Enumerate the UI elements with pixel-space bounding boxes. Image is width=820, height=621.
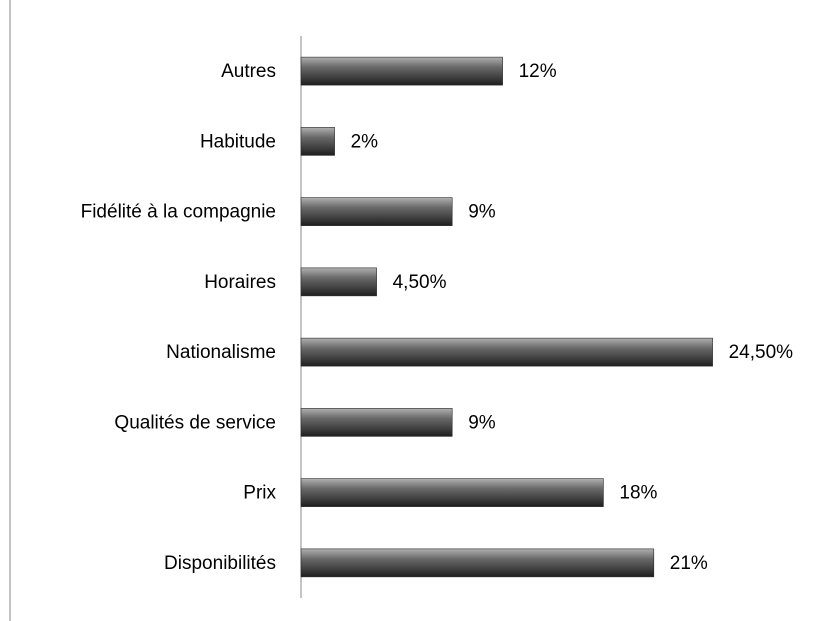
y-tick-label: Disponibilités bbox=[164, 553, 276, 574]
data-label: 9% bbox=[468, 202, 496, 223]
y-tick-label: Nationalisme bbox=[166, 342, 276, 363]
y-tick-label: Qualités de service bbox=[114, 412, 276, 433]
data-label: 9% bbox=[468, 412, 496, 433]
bar bbox=[300, 548, 655, 578]
data-label: 24,50% bbox=[729, 342, 794, 363]
data-label: 21% bbox=[670, 553, 708, 574]
chart-frame bbox=[9, 0, 11, 621]
bar bbox=[300, 56, 503, 86]
y-tick-label: Habitude bbox=[200, 131, 276, 152]
data-label: 4,50% bbox=[393, 272, 447, 293]
data-label: 2% bbox=[351, 131, 379, 152]
y-tick-label: Autres bbox=[221, 61, 276, 82]
bar bbox=[300, 197, 453, 226]
data-label: 12% bbox=[519, 61, 557, 82]
y-tick-label: Fidélité à la compagnie bbox=[81, 202, 276, 223]
y-tick-label: Prix bbox=[243, 483, 276, 504]
y-tick-label: Horaires bbox=[204, 272, 276, 293]
bar bbox=[300, 127, 335, 156]
bar bbox=[300, 478, 604, 507]
bar bbox=[300, 337, 713, 367]
data-label: 18% bbox=[619, 483, 657, 504]
bar bbox=[300, 408, 453, 437]
bar bbox=[300, 267, 377, 297]
